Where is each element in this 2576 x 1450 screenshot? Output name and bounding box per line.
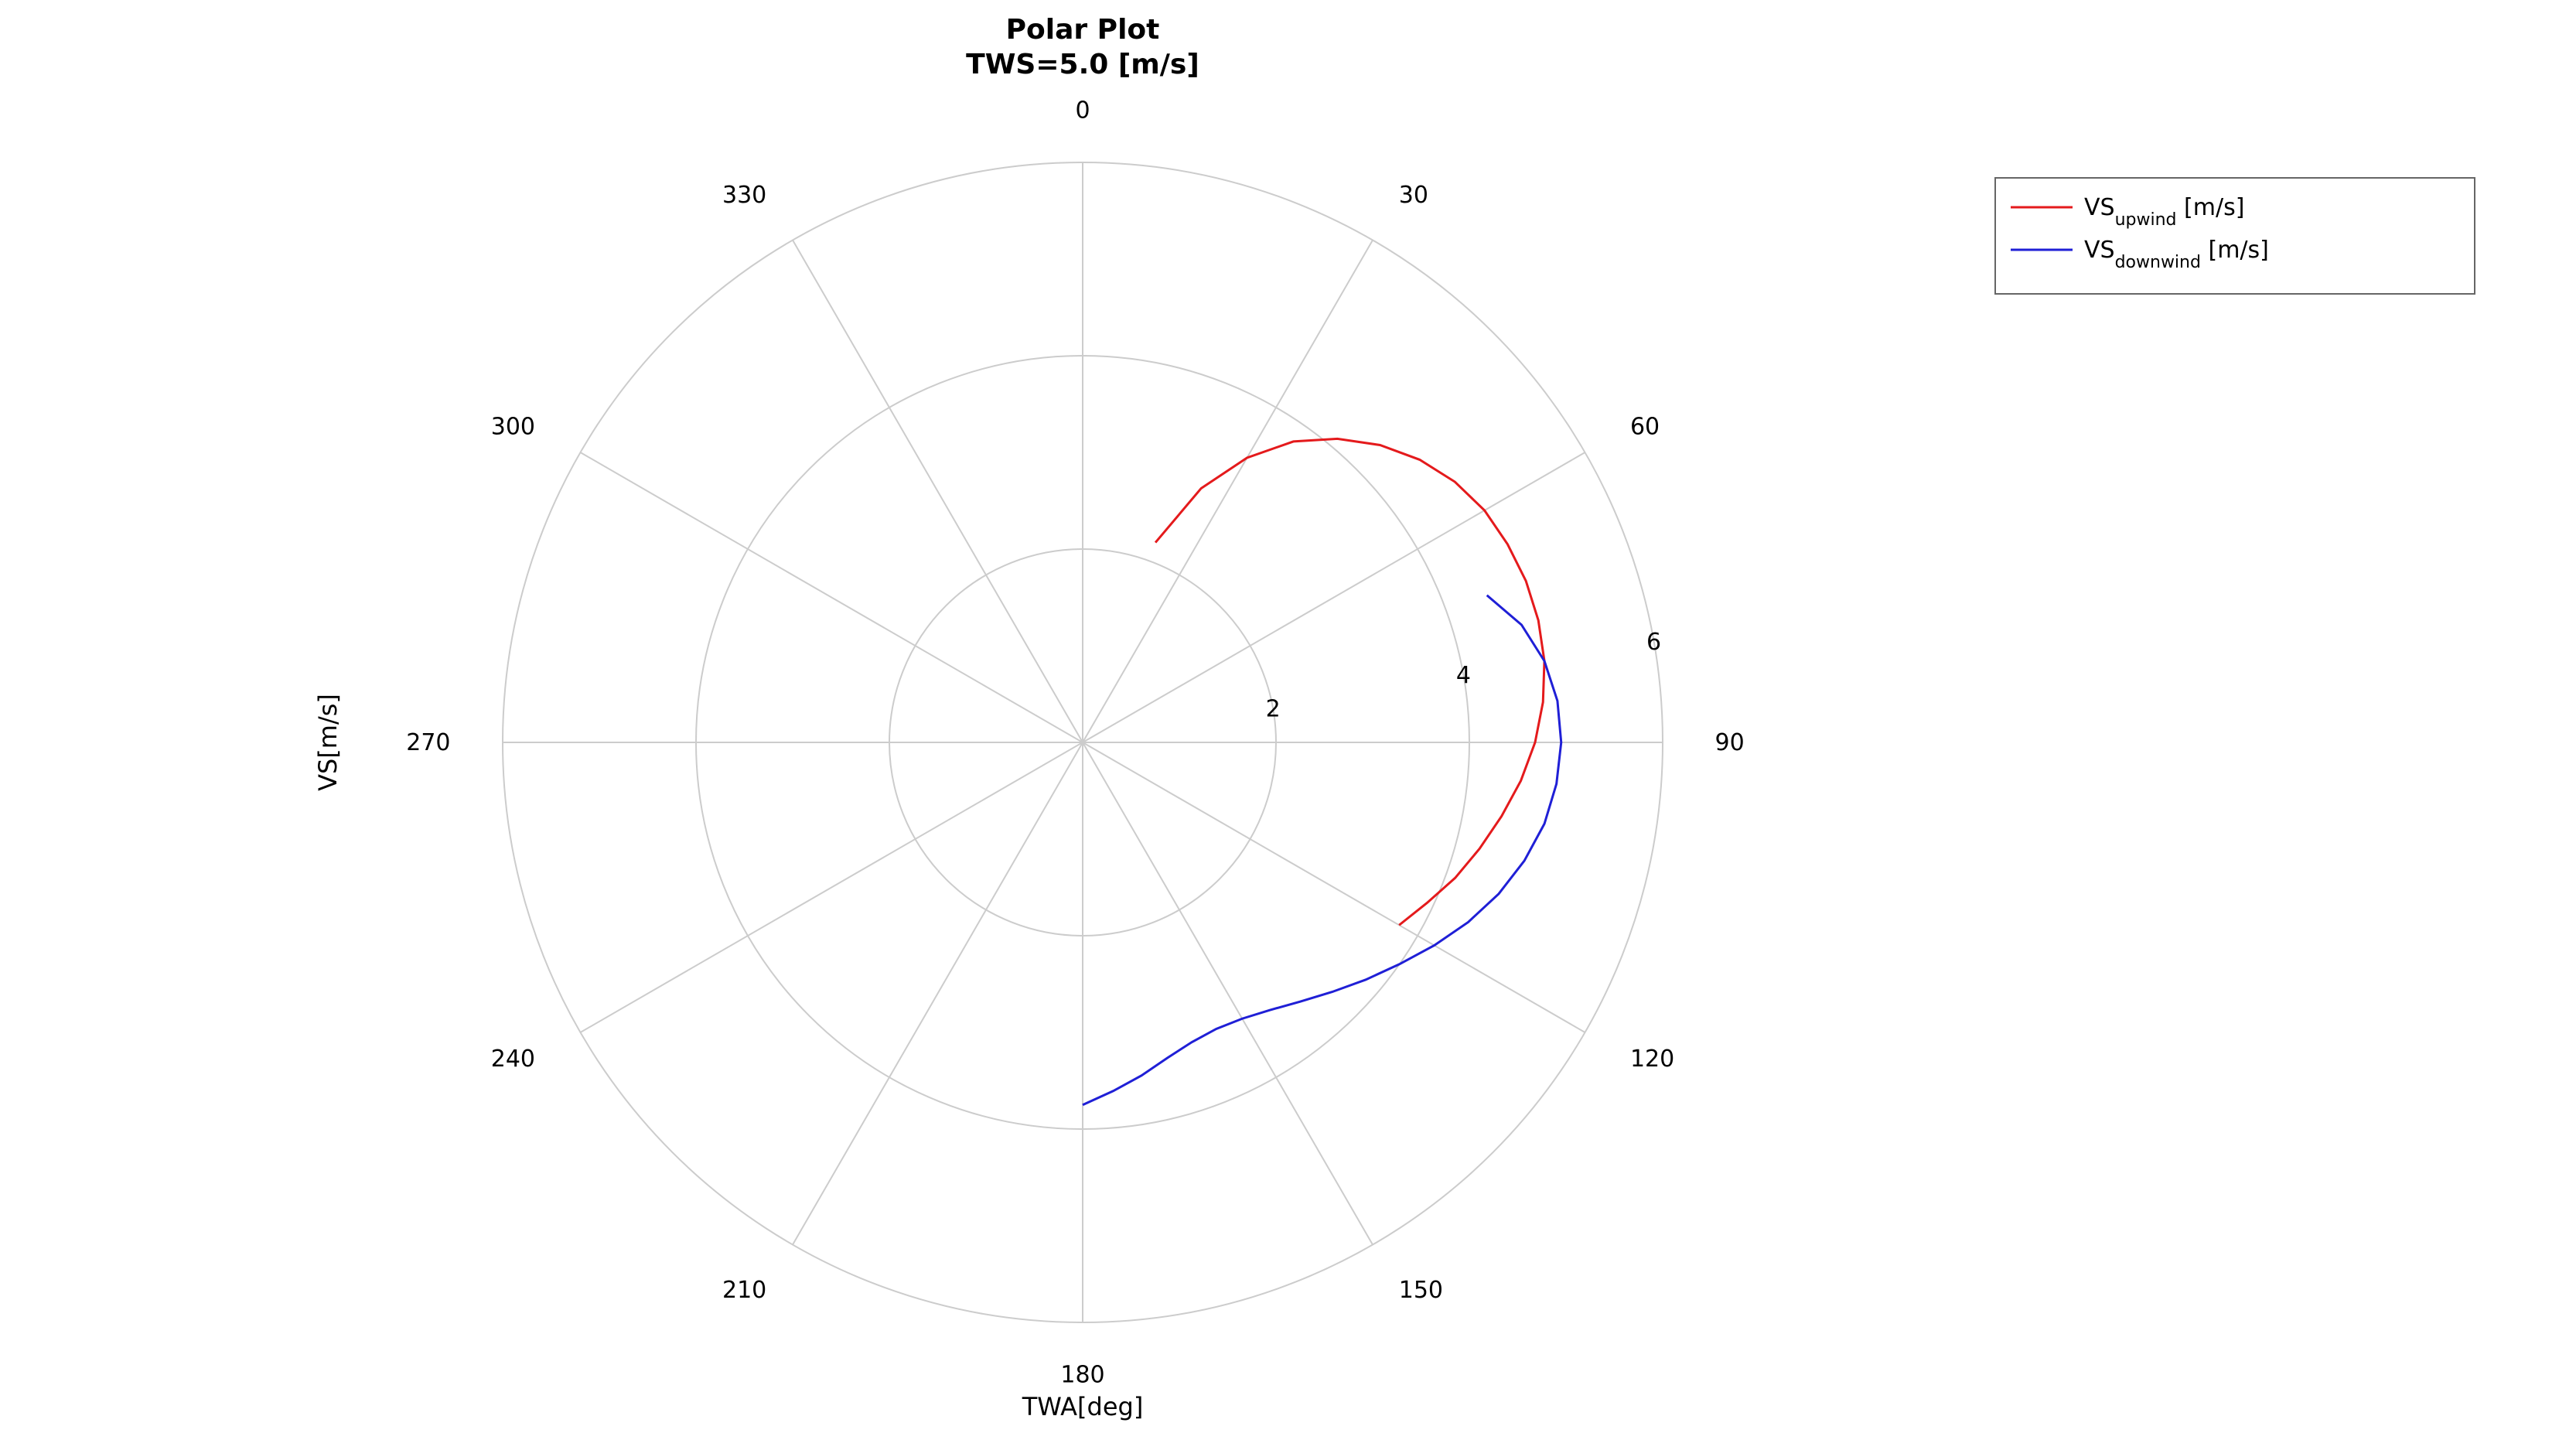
grid-spoke (1083, 240, 1373, 742)
series-VS_downwind (1083, 595, 1561, 1105)
theta-tick-label: 270 (406, 729, 450, 756)
r-axis-label: VS[m/s] (313, 694, 343, 791)
grid-spoke (580, 452, 1083, 742)
theta-tick-label: 300 (491, 413, 535, 440)
grid-spoke (580, 742, 1083, 1032)
theta-tick-label: 0 (1075, 97, 1090, 125)
grid-spoke (793, 742, 1083, 1245)
theta-tick-label: 150 (1399, 1277, 1443, 1304)
polar-plot-svg: 0 30 60 90 120 150 180 210 240 270 300 330 2 4 6 Polar … (0, 0, 2576, 1450)
r-tick-label: 4 (1456, 662, 1471, 689)
theta-tick-label: 240 (491, 1046, 535, 1073)
r-tick-label: 2 (1266, 696, 1281, 723)
theta-tick-label: 60 (1630, 413, 1660, 440)
theta-tick-label: 210 (722, 1277, 766, 1304)
chart-title-line2: TWS=5.0 [m/s] (966, 49, 1199, 80)
theta-tick-label: 180 (1060, 1362, 1104, 1389)
theta-tick-label: 330 (722, 182, 766, 209)
grid-spoke (1083, 452, 1585, 742)
grid-spoke (1083, 742, 1585, 1032)
chart-container: 0 30 60 90 120 150 180 210 240 270 300 330 2 4 6 Polar … (0, 0, 2576, 1450)
r-tick-label: 6 (1646, 629, 1661, 656)
theta-tick-label: 30 (1399, 182, 1428, 209)
series-VS_upwind (1155, 438, 1544, 925)
theta-axis-label: TWA[deg] (1022, 1392, 1144, 1421)
grid-spoke (793, 240, 1083, 742)
theta-tick-label: 90 (1715, 729, 1745, 756)
chart-title-line1: Polar Plot (1006, 14, 1160, 46)
theta-tick-label: 120 (1630, 1046, 1674, 1073)
